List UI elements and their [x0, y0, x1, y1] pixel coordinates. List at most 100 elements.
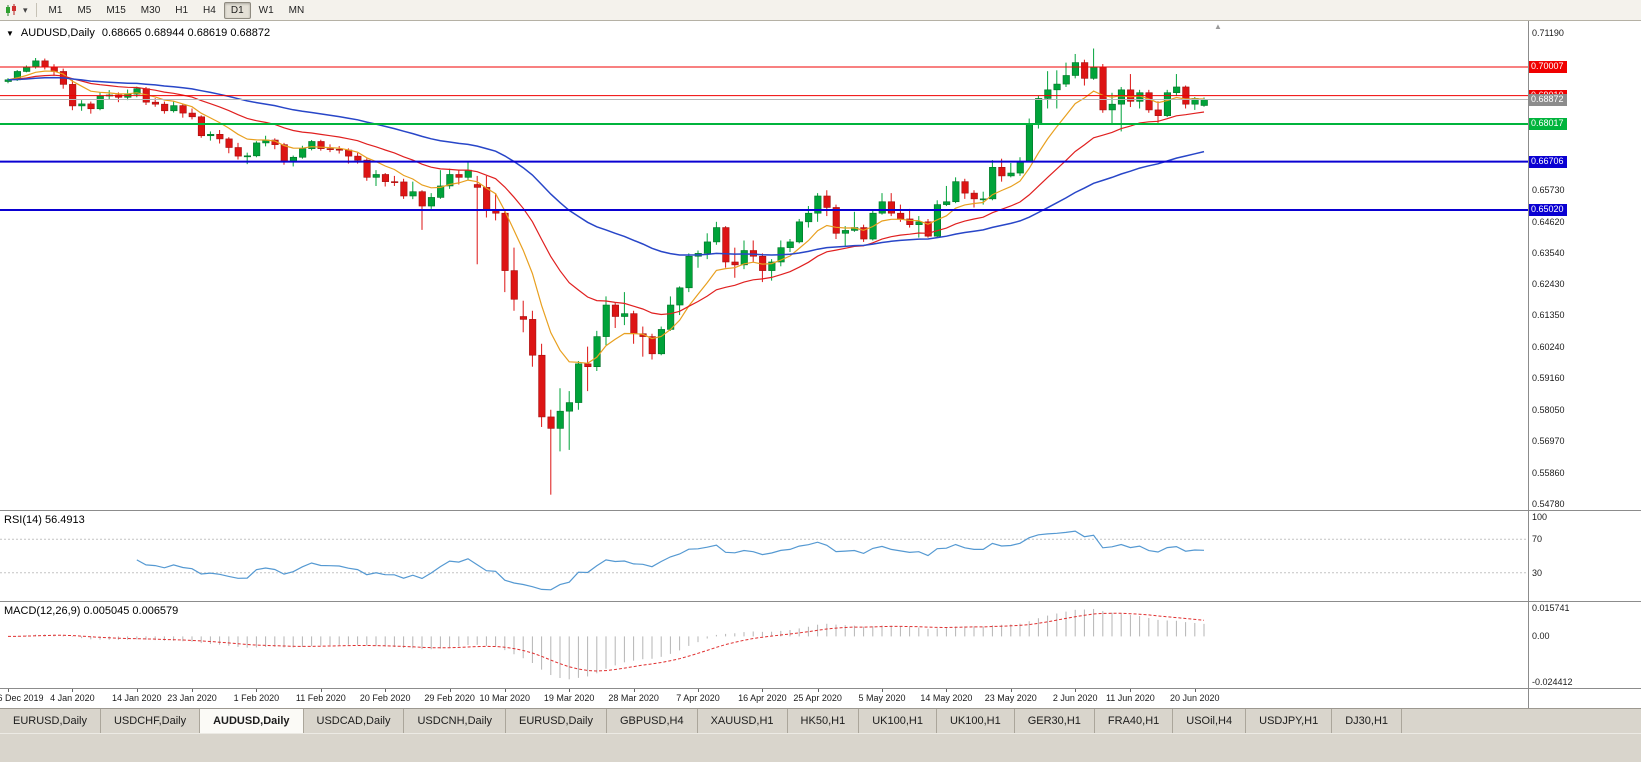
tab-eurusd-daily[interactable]: EURUSD,Daily — [0, 709, 101, 733]
timeframe-button-mn[interactable]: MN — [288, 4, 305, 16]
macd-signal-line — [7, 612, 1205, 672]
date-tick — [1075, 689, 1077, 692]
date-label: 11 Feb 2020 — [295, 693, 346, 703]
axis-label: 0.62430 — [1532, 279, 1565, 290]
tab-ger30-h1[interactable]: GER30,H1 — [1014, 709, 1095, 733]
date-tick — [72, 689, 74, 692]
tab-usdcad-daily[interactable]: USDCAD,Daily — [303, 709, 405, 733]
rsi-panel: RSI(14) 56.4913 100 70 30 — [0, 511, 1641, 601]
date-label: 28 Mar 2020 — [608, 693, 659, 703]
chart-menu-dropdown-icon[interactable]: ▾ — [23, 4, 28, 15]
axis-label: 0.61350 — [1532, 310, 1565, 321]
date-label: 2 Jun 2020 — [1052, 693, 1098, 703]
chart-type-icon[interactable] — [5, 3, 18, 17]
toolbar-separator — [35, 3, 37, 17]
date-label: 11 Jun 2020 — [1105, 693, 1155, 703]
tab-uk100-h1[interactable]: UK100,H1 — [859, 709, 937, 733]
tab-audusd-daily[interactable]: AUDUSD,Daily — [200, 709, 304, 733]
date-tick — [1130, 689, 1132, 692]
timeframe-button-d1[interactable]: D1 — [223, 1, 251, 19]
rsi-axis[interactable]: 100 70 30 — [1528, 511, 1641, 601]
timeframe-button-h1[interactable]: H1 — [175, 4, 189, 16]
date-tick — [698, 689, 699, 692]
date-label: 14 Jan 2020 — [112, 693, 162, 703]
macd-axis[interactable]: 0.015741 0.00 -0.024412 — [1528, 602, 1641, 688]
tab-usdcnh-daily[interactable]: USDCNH,Daily — [404, 709, 507, 733]
ma-mid-line — [7, 74, 1205, 316]
ma-slow-line — [7, 76, 1205, 256]
rsi-axis-label: 30 — [1532, 567, 1543, 578]
timeframe-button-m1[interactable]: M1 — [48, 4, 63, 16]
axis-label: 0.54780 — [1532, 498, 1565, 509]
rsi-axis-label: 70 — [1532, 534, 1543, 545]
chart-title-symbol: AUDUSD,Daily — [20, 27, 95, 39]
tab-xauusd-h1[interactable]: XAUUSD,H1 — [697, 709, 788, 733]
axis-label: 0.64620 — [1532, 216, 1565, 227]
chart-title-ohlc: 0.68665 0.68944 0.68619 0.68872 — [101, 27, 271, 39]
chart-tabs-bar: EURUSD,Daily USDCHF,Daily AUDUSD,Daily USDC… — [0, 708, 1641, 733]
panel-separator[interactable] — [0, 601, 1641, 602]
date-label: 23 May 2020 — [984, 693, 1037, 703]
date-label: 4 Jan 2020 — [50, 693, 95, 703]
tab-fra40-h1[interactable]: FRA40,H1 — [1094, 709, 1174, 733]
tab-hk50-h1[interactable]: HK50,H1 — [787, 709, 860, 733]
timeframe-button-h4[interactable]: H4 — [203, 4, 216, 16]
time-axis-labels: 26 Dec 2019 4 Jan 2020 14 Jan 2020 23 Jan 2… — [0, 689, 1528, 708]
macd-panel: MACD(12,26,9) 0.005045 0.006579 0.015741… — [0, 602, 1641, 688]
date-label: 26 Dec 2019 — [0, 693, 44, 703]
axis-label: 0.71190 — [1532, 28, 1564, 39]
date-tick — [385, 689, 387, 692]
time-axis[interactable]: 26 Dec 2019 4 Jan 2020 14 Jan 2020 23 Jan 2… — [0, 688, 1641, 708]
axis-corner — [1528, 689, 1641, 708]
rsi-line — [136, 530, 1205, 591]
tab-gbpusd-h4[interactable]: GBPUSD,H4 — [607, 709, 698, 733]
date-tick — [633, 689, 635, 692]
panel-separator[interactable] — [0, 510, 1641, 511]
price-badge: 0.68872 — [1529, 93, 1567, 106]
date-tick — [569, 689, 571, 692]
date-tick — [192, 689, 193, 692]
timeframe-button-m30[interactable]: M30 — [140, 4, 161, 16]
macd-axis-label: 0.00 — [1532, 631, 1550, 642]
date-label: 20 Feb 2020 — [359, 693, 411, 703]
timeframe-button-w1[interactable]: W1 — [258, 4, 274, 16]
timeframe-buttons: M1 M5 M15 M30 H1 H4 D1 W1 MN — [42, 1, 312, 19]
macd-histogram — [16, 608, 1205, 680]
tab-uk100-h1[interactable]: UK100,H1 — [936, 709, 1015, 733]
date-tick — [817, 689, 819, 692]
ma-fast-line — [7, 70, 1205, 364]
timeframe-button-m5[interactable]: M5 — [77, 4, 92, 16]
price-badge: 0.65020 — [1529, 204, 1567, 217]
tab-eurusd-daily[interactable]: EURUSD,Daily — [506, 709, 607, 733]
timeframes-toolbar: ▾ M1 M5 M15 M30 H1 H4 D1 W1 MN — [0, 0, 1641, 21]
tab-usdjpy-h1[interactable]: USDJPY,H1 — [1246, 709, 1333, 733]
axis-label: 0.65730 — [1532, 184, 1565, 195]
tab-usdchf-daily[interactable]: USDCHF,Daily — [100, 709, 201, 733]
date-tick — [136, 689, 138, 692]
candlesticks — [4, 48, 1208, 495]
chart-title-menu-icon[interactable]: ▼ — [6, 28, 14, 38]
rsi-axis-label: 100 — [1532, 512, 1548, 522]
timeframe-button-m15[interactable]: M15 — [106, 4, 126, 16]
status-bar — [0, 733, 1641, 762]
tab-usoil-h4[interactable]: USOil,H4 — [1173, 709, 1247, 733]
date-label: 7 Apr 2020 — [676, 693, 720, 703]
macd-axis-label: -0.024412 — [1532, 677, 1573, 687]
price-badge: 0.66706 — [1529, 155, 1567, 168]
date-label: 25 Apr 2020 — [793, 693, 842, 703]
axis-label: 0.59160 — [1532, 373, 1565, 384]
date-label: 1 Feb 2020 — [233, 693, 280, 703]
date-label: 19 Mar 2020 — [543, 693, 595, 703]
rsi-label: RSI(14) 56.4913 — [4, 514, 85, 526]
rsi-plot[interactable]: RSI(14) 56.4913 — [0, 511, 1528, 601]
price-axis[interactable]: 0.71190 0.65730 0.64620 0.63540 0.62430 0.613… — [1528, 21, 1641, 510]
tab-dj30-h1[interactable]: DJ30,H1 — [1332, 709, 1403, 733]
date-label: 29 Feb 2020 — [424, 693, 475, 703]
price-chart-plot[interactable]: ▼ AUDUSD,Daily 0.68665 0.68944 0.68619 0… — [0, 21, 1528, 510]
price-badge: 0.68017 — [1529, 118, 1567, 131]
date-tick — [946, 689, 948, 692]
macd-plot[interactable]: MACD(12,26,9) 0.005045 0.006579 — [0, 602, 1528, 688]
date-tick — [320, 689, 322, 692]
date-label: 20 Jun 2020 — [1170, 693, 1220, 703]
